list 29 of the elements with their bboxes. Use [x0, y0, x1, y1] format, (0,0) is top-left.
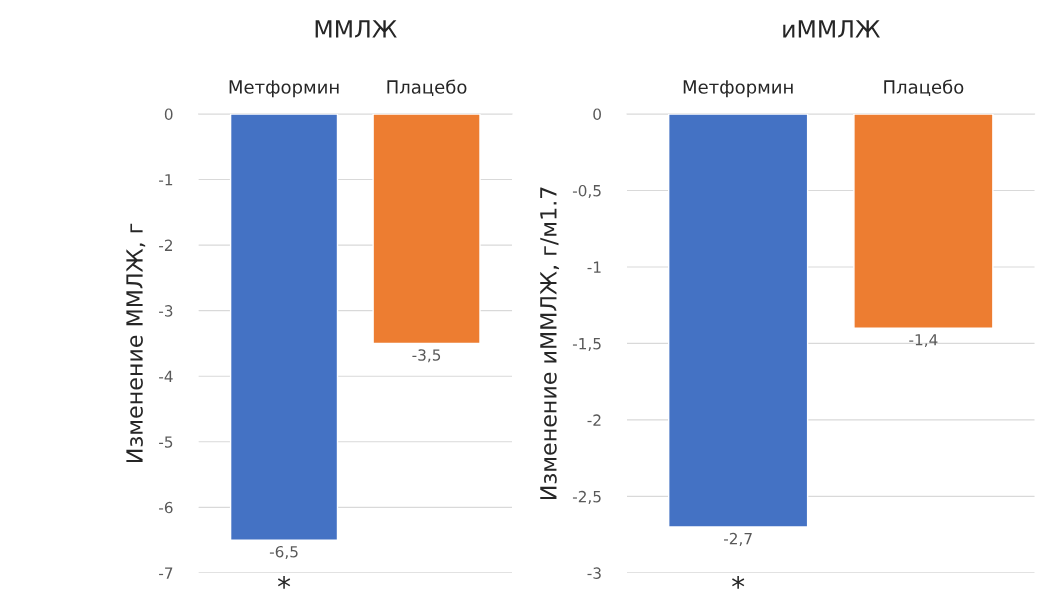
text: *	[732, 575, 745, 589]
data-label: -1,4	[909, 334, 938, 348]
y-tick-label: -5	[159, 436, 173, 448]
y-tick-label: -2,5	[572, 490, 601, 504]
y-tick-label: -1,5	[572, 338, 601, 351]
chart-title: ММЛЖ	[315, 20, 397, 38]
x-tick-label: Метформин	[229, 80, 339, 98]
y-tick-label: -3	[159, 305, 173, 317]
text: *	[277, 575, 291, 589]
y-tick-label: -3	[587, 567, 601, 579]
y-axis-title: Изменение ММЛЖ, г	[126, 223, 146, 463]
x-tick-label: Плацебо	[387, 79, 467, 97]
data-label: -3,5	[412, 349, 441, 363]
data-label: -2,7	[723, 532, 752, 546]
chart-title: иММЛЖ	[783, 20, 880, 38]
y-tick-label: -7	[159, 567, 173, 579]
y-tick-label: 0	[164, 108, 173, 120]
y-tick-label: -4	[159, 370, 173, 382]
x-tick-label: Плацебо	[884, 79, 964, 97]
data-label: -6,5	[269, 545, 298, 560]
y-tick-label: -0,5	[572, 184, 601, 199]
y-tick-label: 0	[593, 108, 601, 120]
y-tick-label: -6	[159, 501, 173, 514]
y-tick-label: -2	[587, 414, 601, 426]
y-axis-title: Изменение иММЛЖ, г/м1.7	[540, 187, 560, 500]
y-tick-label: -1	[159, 174, 173, 186]
y-tick-label: -2	[159, 239, 173, 251]
x-tick-label: Метформин	[683, 80, 793, 98]
y-tick-label: -1	[587, 261, 601, 273]
